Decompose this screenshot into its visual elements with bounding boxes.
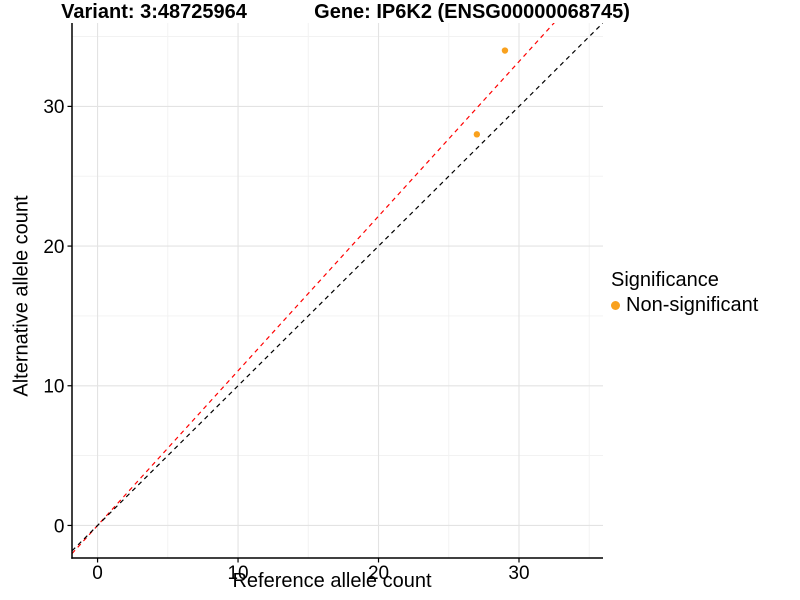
allelic-ratio-line [72,23,555,554]
legend-item: Non-significant [611,294,758,316]
x-axis-title: Reference allele count [232,570,432,592]
legend-item-label: Non-significant [626,293,759,316]
y-tick-label: 30 [43,97,64,118]
data-point [501,47,509,54]
legend-title: Significance [611,269,719,291]
y-axis-title: Alternative allele count [10,195,33,397]
legend-items: Non-significant [611,294,758,316]
legend-key-dot [611,300,620,310]
variant-title: Variant: 3:48725964 [61,1,247,23]
x-tick-label: 30 [508,563,529,584]
y-tick-label: 0 [54,516,65,537]
gene-title: Gene: IP6K2 (ENSG00000068745) [314,1,630,23]
y-tick-label: 20 [43,237,64,258]
identity-line [72,23,603,552]
x-tick-label: 0 [92,563,103,584]
legend: Significance Non-significant [611,268,758,316]
data-point [473,131,481,138]
x-tick-label: 20 [368,563,389,584]
x-tick-label: 10 [227,563,248,584]
y-tick-label: 10 [43,377,64,398]
